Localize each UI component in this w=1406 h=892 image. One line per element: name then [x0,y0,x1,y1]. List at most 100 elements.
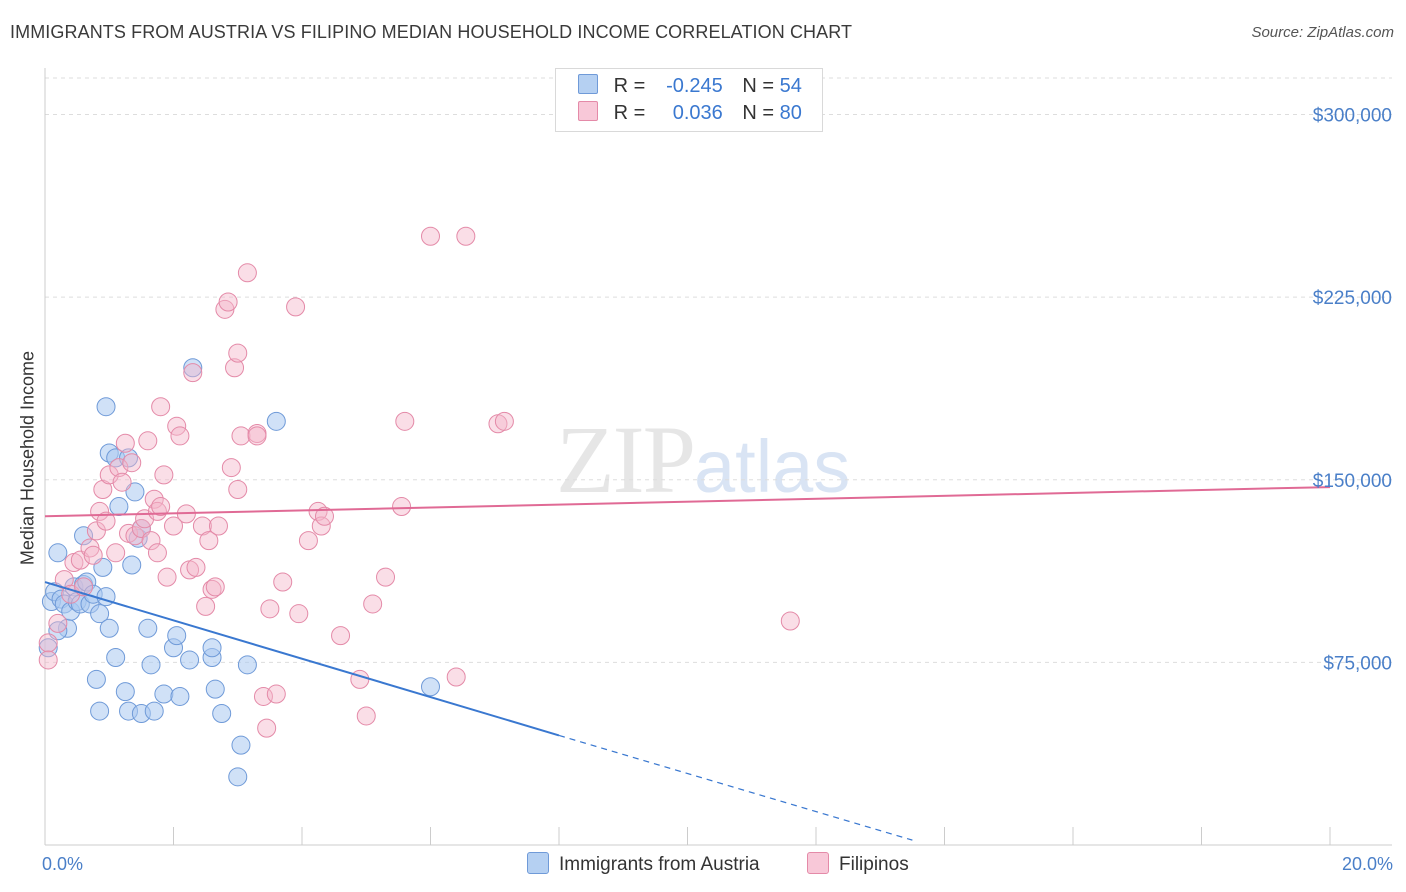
data-point-filipinos [356,706,376,726]
data-point-austria [109,497,129,517]
data-point-austria [74,526,94,546]
data-point-austria [138,618,158,638]
legend-label-austria: Immigrants from Austria [559,854,760,875]
data-point-filipinos [144,489,164,509]
data-point-filipinos [186,557,206,577]
legend-n-value: 54 [779,75,802,97]
chart-title: IMMIGRANTS FROM AUSTRIA VS FILIPINO MEDI… [10,22,853,42]
data-point-austria [106,648,126,668]
data-point-austria [154,684,174,704]
correlation-legend: R = -0.245 N = 54 R = 0.036 N = 80 [555,68,823,132]
trend-line-austria [44,581,560,737]
data-point-filipinos [83,545,103,565]
data-point-filipinos [392,497,412,517]
legend-r-label: R = [613,102,646,124]
data-point-filipinos [376,567,396,587]
data-point-filipinos [154,465,174,485]
legend-n-label: N = [742,102,775,124]
data-point-austria [144,701,164,721]
legend-item-austria[interactable]: Immigrants from Austria [527,852,760,876]
trend-lines [44,486,1331,841]
data-point-filipinos [228,343,248,363]
data-point-filipinos [208,516,228,536]
data-point-filipinos [38,650,58,670]
data-point-filipinos [157,567,177,587]
legend-r-value: 0.036 [672,102,723,124]
data-point-austria [125,482,145,502]
data-point-filipinos [308,501,328,521]
data-point-filipinos [289,604,309,624]
data-point-filipinos [151,397,171,417]
x-tick-label-min: 0.0% [42,854,83,874]
legend-swatch-pink [807,852,829,874]
y-tick-label: $75,000 [1323,653,1392,674]
data-point-filipinos [96,511,116,531]
trend-line-austria-extrapolated [558,734,913,841]
data-point-filipinos [122,453,142,473]
data-point-austria [231,735,251,755]
legend-swatch-blue [578,74,598,94]
x-tick-label-max: 20.0% [1342,854,1393,874]
data-point-filipinos [314,506,334,526]
data-point-filipinos [298,531,318,551]
data-point-filipinos [446,667,466,687]
data-point-filipinos [86,521,106,541]
data-point-filipinos [170,426,190,446]
legend-row-filipinos: R = 0.036 N = 80 [578,101,802,125]
data-point-austria [266,411,286,431]
data-point-filipinos [286,297,306,317]
series-austria-points [38,358,440,787]
chart-source: Source: ZipAtlas.com [1251,24,1394,41]
data-point-filipinos [164,516,183,536]
data-point-austria [212,704,232,724]
data-point-austria [421,677,440,697]
tick-labels: $75,000 $150,000 $225,000 $300,000 0.0% 20.0% [42,106,1393,874]
data-point-austria [86,669,106,689]
trend-line-filipinos [44,486,1331,518]
data-point-filipinos [225,358,245,378]
data-point-filipinos [273,572,293,592]
legend-r-value: -0.245 [666,75,723,97]
data-point-austria [48,543,68,563]
data-point-austria [202,638,222,658]
data-point-filipinos [494,411,514,431]
data-point-austria [167,626,187,646]
data-point-austria [115,682,135,702]
data-point-filipinos [205,577,225,597]
data-point-austria [170,686,190,706]
data-point-austria [96,397,116,417]
data-point-filipinos [199,531,219,551]
legend-n-label: N = [742,75,775,97]
legend-label-filipinos: Filipinos [839,854,909,875]
data-point-filipinos [109,458,129,478]
data-point-austria [183,358,203,378]
data-point-filipinos [456,226,476,246]
data-point-filipinos [115,433,135,453]
axes [44,68,1392,846]
data-point-filipinos [202,579,222,599]
data-point-austria [237,655,257,675]
data-point-austria [141,655,161,675]
data-point-austria [180,650,200,670]
data-point-filipinos [780,611,800,631]
data-point-filipinos [38,633,58,653]
data-point-filipinos [196,596,216,616]
data-point-filipinos [363,594,383,614]
data-point-filipinos [237,263,257,283]
data-point-filipinos [151,497,171,517]
legend-swatch-pink [578,101,598,121]
data-point-filipinos [221,458,241,478]
y-tick-label: $225,000 [1313,288,1392,309]
legend-item-filipinos[interactable]: Filipinos [807,852,909,876]
data-point-filipinos [266,684,286,704]
data-point-filipinos [228,480,248,500]
data-point-filipinos [48,613,68,633]
data-point-filipinos [218,292,238,312]
y-tick-label: $300,000 [1313,106,1392,127]
data-point-filipinos [112,472,132,492]
legend-row-austria: R = -0.245 N = 54 [578,74,802,98]
data-point-filipinos [395,411,415,431]
data-point-filipinos [247,426,267,446]
data-point-filipinos [231,426,251,446]
